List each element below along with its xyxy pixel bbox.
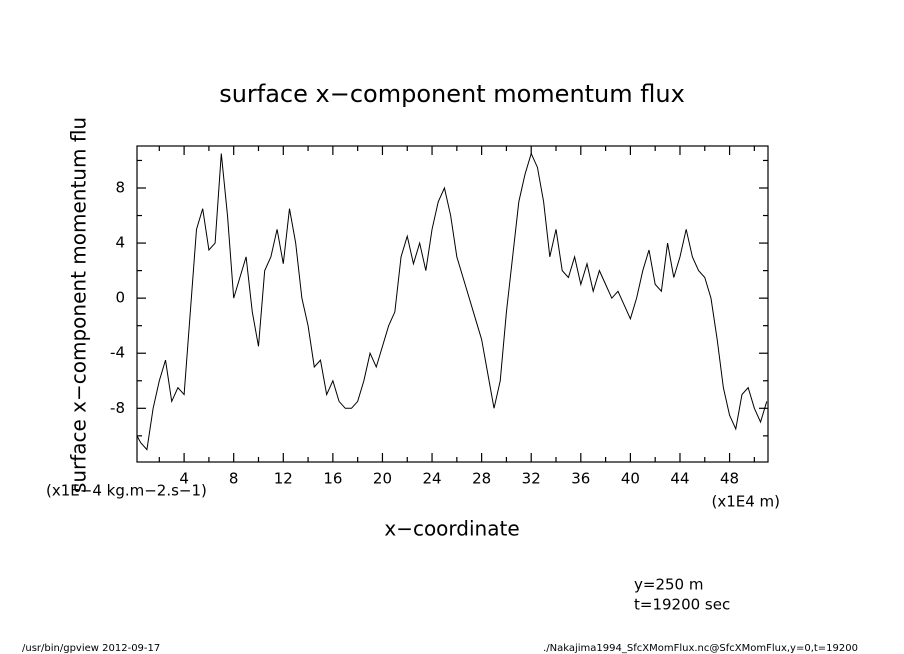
y-tick-label: -8 [110,399,125,417]
data-line [136,152,768,451]
x-tick-label: 44 [670,470,689,488]
y-axis-units: (x1E−4 kg.m−2.s−1) [46,482,207,500]
x-tick-label: 40 [621,470,640,488]
plot-frame [136,145,769,463]
annotation: t=19200 sec [634,596,730,614]
x-tick-label: 36 [571,470,590,488]
y-tick-label: 4 [115,234,125,252]
x-tick-label: 28 [472,470,491,488]
x-tick-label: 16 [323,470,342,488]
x-tick-label: 20 [373,470,392,488]
x-tick-label: 48 [720,470,739,488]
x-tick-label: 24 [422,470,441,488]
footer: /usr/bin/gpview 2012-09-17 [22,643,160,654]
footer: ./Nakajima1994_SfcXMomFlux.nc@SfcXMomFlu… [543,643,858,654]
x-axis-units: (x1E4 m) [711,493,780,511]
x-tick-label: 12 [274,470,293,488]
y-axis-label: surface x−component momentum flu [67,117,91,493]
x-tick-label: 32 [522,470,541,488]
y-tick-label: 8 [115,178,125,196]
y-tick-label: -4 [110,344,125,362]
x-tick-label: 4 [179,470,189,488]
x-axis-label: x−coordinate [384,517,519,541]
annotation: y=250 m [634,576,703,594]
chart-title: surface x−component momentum flux [219,80,685,108]
x-tick-label: 8 [229,470,239,488]
y-tick-label: 0 [115,289,125,307]
